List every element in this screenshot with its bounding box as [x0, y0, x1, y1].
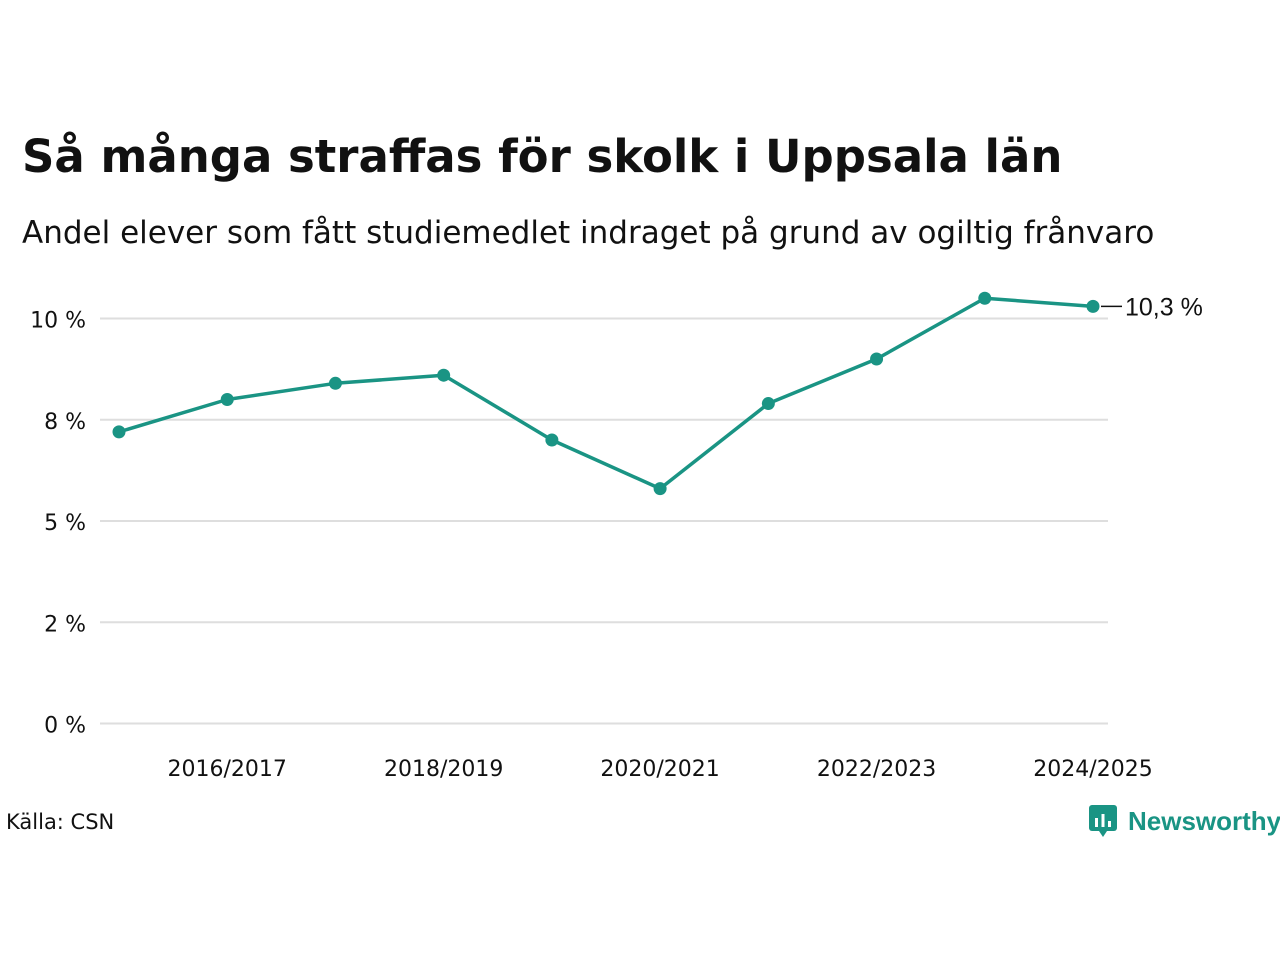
- y-tick-label: 0 %: [44, 714, 86, 739]
- y-tick-label: 10 %: [30, 309, 86, 334]
- data-point: [761, 397, 775, 411]
- data-point: [870, 352, 884, 366]
- x-tick-label: 2022/2023: [817, 757, 936, 782]
- x-axis-ticks: 2016/2017 2018/2019 2020/2021 2022/2023 2024…: [168, 757, 1153, 782]
- data-point: [653, 482, 667, 496]
- y-axis-ticks: 0 % 2 % 5 % 8 % 10 %: [30, 309, 86, 739]
- data-point: [220, 393, 234, 406]
- chart-subtitle: Andel elever som fått studiemedlet indra…: [22, 215, 1155, 251]
- newsworthy-logo-icon: [1089, 805, 1117, 837]
- y-tick-label: 2 %: [44, 612, 86, 637]
- end-value-label: 10,3 %: [1125, 293, 1203, 321]
- grid-layer: [100, 317, 1108, 725]
- chart-title: Så många straffas för skolk i Uppsala lä…: [22, 130, 1063, 183]
- label-layer: 10,3 %: [1101, 293, 1203, 321]
- x-tick-label: 2020/2021: [600, 757, 719, 782]
- brand-logo: Newsworthy: [1088, 804, 1280, 838]
- series-layer: [112, 291, 1100, 496]
- data-point: [437, 368, 451, 382]
- x-tick-label: 2024/2025: [1033, 757, 1152, 782]
- brand-name: Newsworthy: [1128, 805, 1280, 836]
- data-point: [978, 291, 992, 305]
- data-point: [545, 433, 559, 447]
- data-point: [1086, 299, 1100, 313]
- source-note: Källa: CSN: [6, 810, 115, 834]
- y-tick-label: 8 %: [44, 410, 86, 435]
- x-tick-label: 2018/2019: [384, 757, 503, 782]
- data-point: [112, 425, 126, 439]
- y-tick-label: 5 %: [44, 511, 86, 536]
- x-tick-label: 2016/2017: [168, 757, 287, 782]
- data-point: [328, 376, 342, 390]
- series-line: [118, 296, 1094, 491]
